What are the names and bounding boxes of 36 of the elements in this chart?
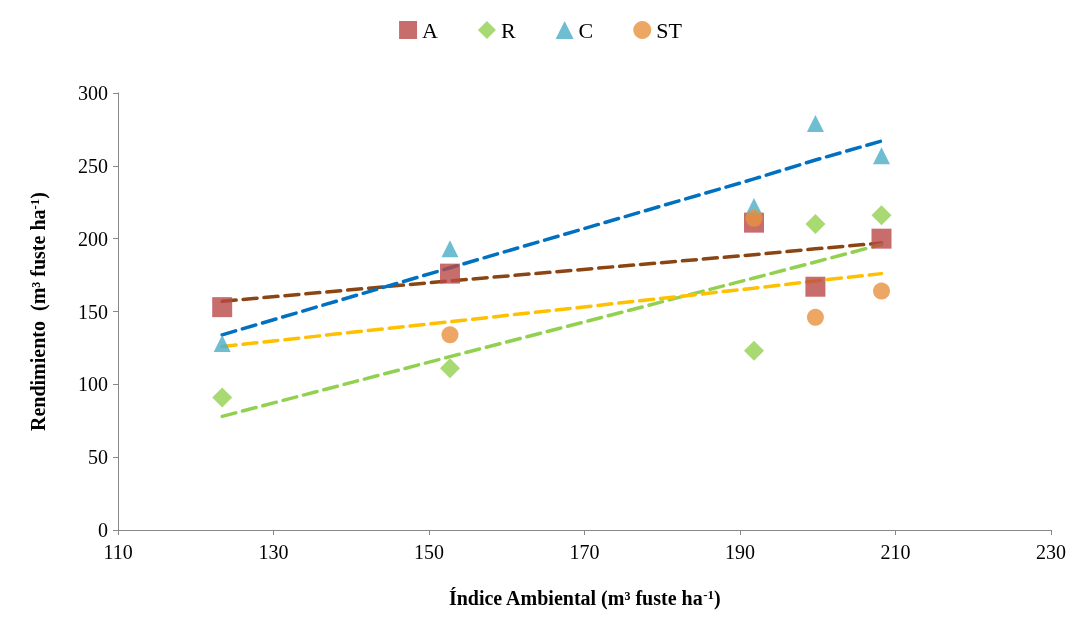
- point: [441, 326, 459, 344]
- point: [871, 205, 892, 226]
- point: [805, 214, 826, 235]
- point: [745, 209, 763, 227]
- legend-label: C: [578, 17, 594, 43]
- point: [439, 358, 460, 379]
- point: [212, 297, 233, 318]
- y-tick-label: 100: [78, 373, 108, 396]
- point: [212, 387, 233, 408]
- point: [213, 335, 231, 353]
- y-tick-label: 50: [88, 446, 108, 469]
- x-tick-label: 110: [103, 541, 133, 563]
- y-tick-label: 300: [78, 82, 108, 104]
- x-tick-label: 190: [725, 541, 755, 563]
- x-tick-label: 230: [1036, 541, 1066, 563]
- point: [439, 263, 460, 284]
- y-tick-label: 150: [78, 300, 108, 323]
- point: [806, 115, 824, 133]
- y-tick-label: 200: [78, 227, 108, 250]
- x-tick-label: 170: [569, 541, 600, 563]
- point: [873, 282, 891, 300]
- point: [806, 308, 824, 326]
- point: [743, 340, 764, 361]
- point: [805, 276, 826, 297]
- legend-label: R: [500, 17, 516, 43]
- y-tick-label: 0: [98, 519, 108, 541]
- legend-label: ST: [656, 17, 683, 43]
- point: [873, 147, 891, 165]
- y-tick-label: 250: [78, 154, 108, 177]
- legend-label: A: [422, 17, 439, 43]
- y-axis-title: Rendimiento (m³ fuste ha-1): [27, 191, 50, 432]
- x-tick-label: 210: [880, 541, 911, 563]
- x-tick-label: 150: [414, 541, 444, 563]
- point: [441, 240, 459, 258]
- point: [871, 228, 892, 249]
- x-tick-label: 130: [258, 541, 289, 563]
